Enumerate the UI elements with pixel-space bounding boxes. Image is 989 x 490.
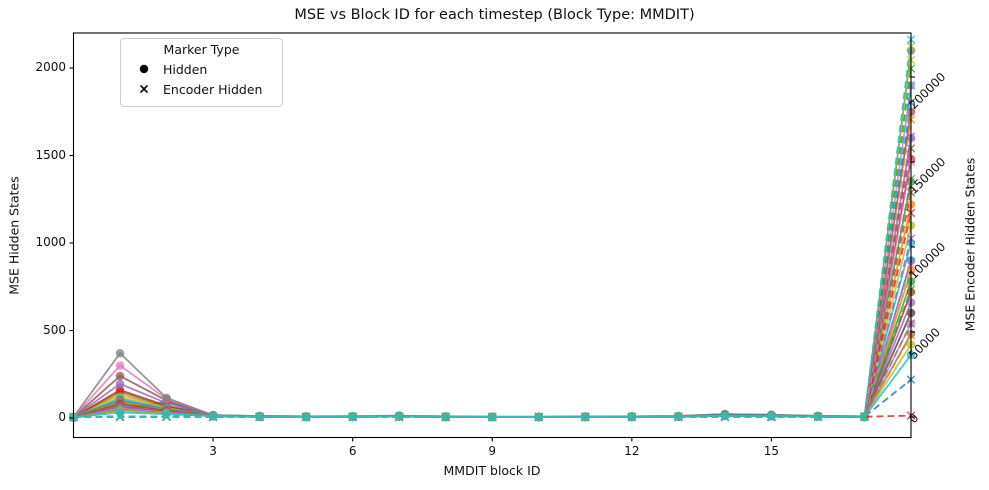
x-tick: 12 — [624, 443, 640, 458]
encoder-series-line — [73, 136, 912, 418]
hidden-marker — [115, 408, 125, 417]
hidden-series-line — [73, 242, 912, 419]
hidden-series-line — [73, 323, 912, 419]
y-left-tick: 1500 — [35, 147, 66, 162]
encoder-marker — [813, 412, 823, 422]
hidden-marker — [115, 361, 125, 370]
encoder-marker — [534, 412, 544, 422]
hidden-marker — [115, 371, 125, 381]
y-left-tick: 0 — [58, 410, 66, 424]
encoder-series-line — [73, 238, 912, 418]
legend-title: Marker Type — [163, 42, 240, 57]
hidden-marker — [162, 393, 171, 403]
encoder-marker — [255, 412, 264, 422]
y-left-tick: 1000 — [35, 235, 66, 249]
hidden-series-line — [73, 281, 912, 419]
hidden-series-line — [73, 181, 912, 419]
legend-item-label: Hidden — [163, 61, 208, 77]
encoder-series-line — [73, 68, 912, 418]
hidden-marker — [115, 348, 125, 358]
hidden-series-line — [72, 85, 912, 418]
x-tick: 15 — [763, 443, 780, 458]
hidden-series-line — [73, 225, 912, 419]
hidden-series-line — [73, 291, 912, 419]
hidden-series-line — [73, 333, 912, 419]
encoder-series-line — [73, 334, 912, 418]
hidden-series-line — [73, 312, 912, 419]
encoder-series-line — [73, 212, 912, 418]
x-tick: 3 — [209, 443, 217, 458]
hidden-marker — [115, 379, 125, 389]
circle-marker-icon — [129, 63, 159, 75]
encoder-series-line — [73, 119, 912, 418]
x-axis-label: MMDIT block ID — [443, 463, 541, 478]
encoder-marker — [115, 412, 125, 422]
encoder-marker — [394, 412, 404, 422]
encoder-series-line — [73, 161, 912, 418]
legend-item-hidden: Hidden — [129, 59, 274, 79]
y-left-tick: 2000 — [35, 60, 66, 74]
x-tick: 6 — [348, 443, 357, 458]
encoder-series-line — [73, 178, 912, 418]
chart-title: MSE vs Block ID for each timestep (Block… — [294, 7, 695, 23]
hidden-series-line — [72, 111, 912, 418]
hidden-series-line — [73, 354, 912, 419]
hidden-series-line — [73, 270, 912, 419]
hidden-series-line — [73, 158, 912, 419]
hidden-series-line — [73, 204, 912, 419]
encoder-marker — [301, 412, 311, 422]
hidden-series-line — [73, 312, 912, 419]
hidden-series-line — [72, 137, 912, 419]
encoder-marker — [208, 412, 218, 422]
hidden-series-line — [73, 344, 912, 419]
hidden-series-line — [73, 260, 912, 419]
legend: Marker Type Hidden Encoder Hidden — [120, 38, 283, 107]
legend-item-label: Encoder Hidden — [163, 81, 263, 97]
encoder-marker — [162, 412, 171, 422]
encoder-marker — [674, 412, 683, 422]
legend-item-encoder-hidden: Encoder Hidden — [129, 79, 274, 99]
encoder-series-line — [73, 148, 912, 418]
encoder-marker — [860, 412, 869, 422]
encoder-series-line — [73, 102, 912, 418]
encoder-series-line — [73, 192, 912, 418]
encoder-series-line — [73, 263, 912, 418]
hidden-marker — [720, 411, 730, 421]
hidden-series-line — [73, 302, 912, 419]
hidden-marker — [115, 385, 125, 395]
x-tick: 9 — [488, 443, 497, 458]
encoder-marker — [441, 412, 451, 422]
encoder-marker — [767, 412, 776, 422]
x-marker-icon — [129, 83, 159, 95]
encoder-marker — [720, 412, 730, 422]
y-left-tick: 500 — [43, 322, 66, 337]
y-axis-right-label: MSE Encoder Hidden States — [962, 157, 978, 332]
encoder-marker — [627, 412, 637, 422]
encoder-marker — [348, 412, 357, 422]
encoder-series-line — [73, 59, 912, 418]
encoder-marker — [487, 412, 497, 422]
encoder-marker — [580, 412, 590, 422]
encoder-series-line — [73, 289, 912, 418]
encoder-series-line — [73, 323, 912, 418]
encoder-series-line — [73, 85, 912, 418]
